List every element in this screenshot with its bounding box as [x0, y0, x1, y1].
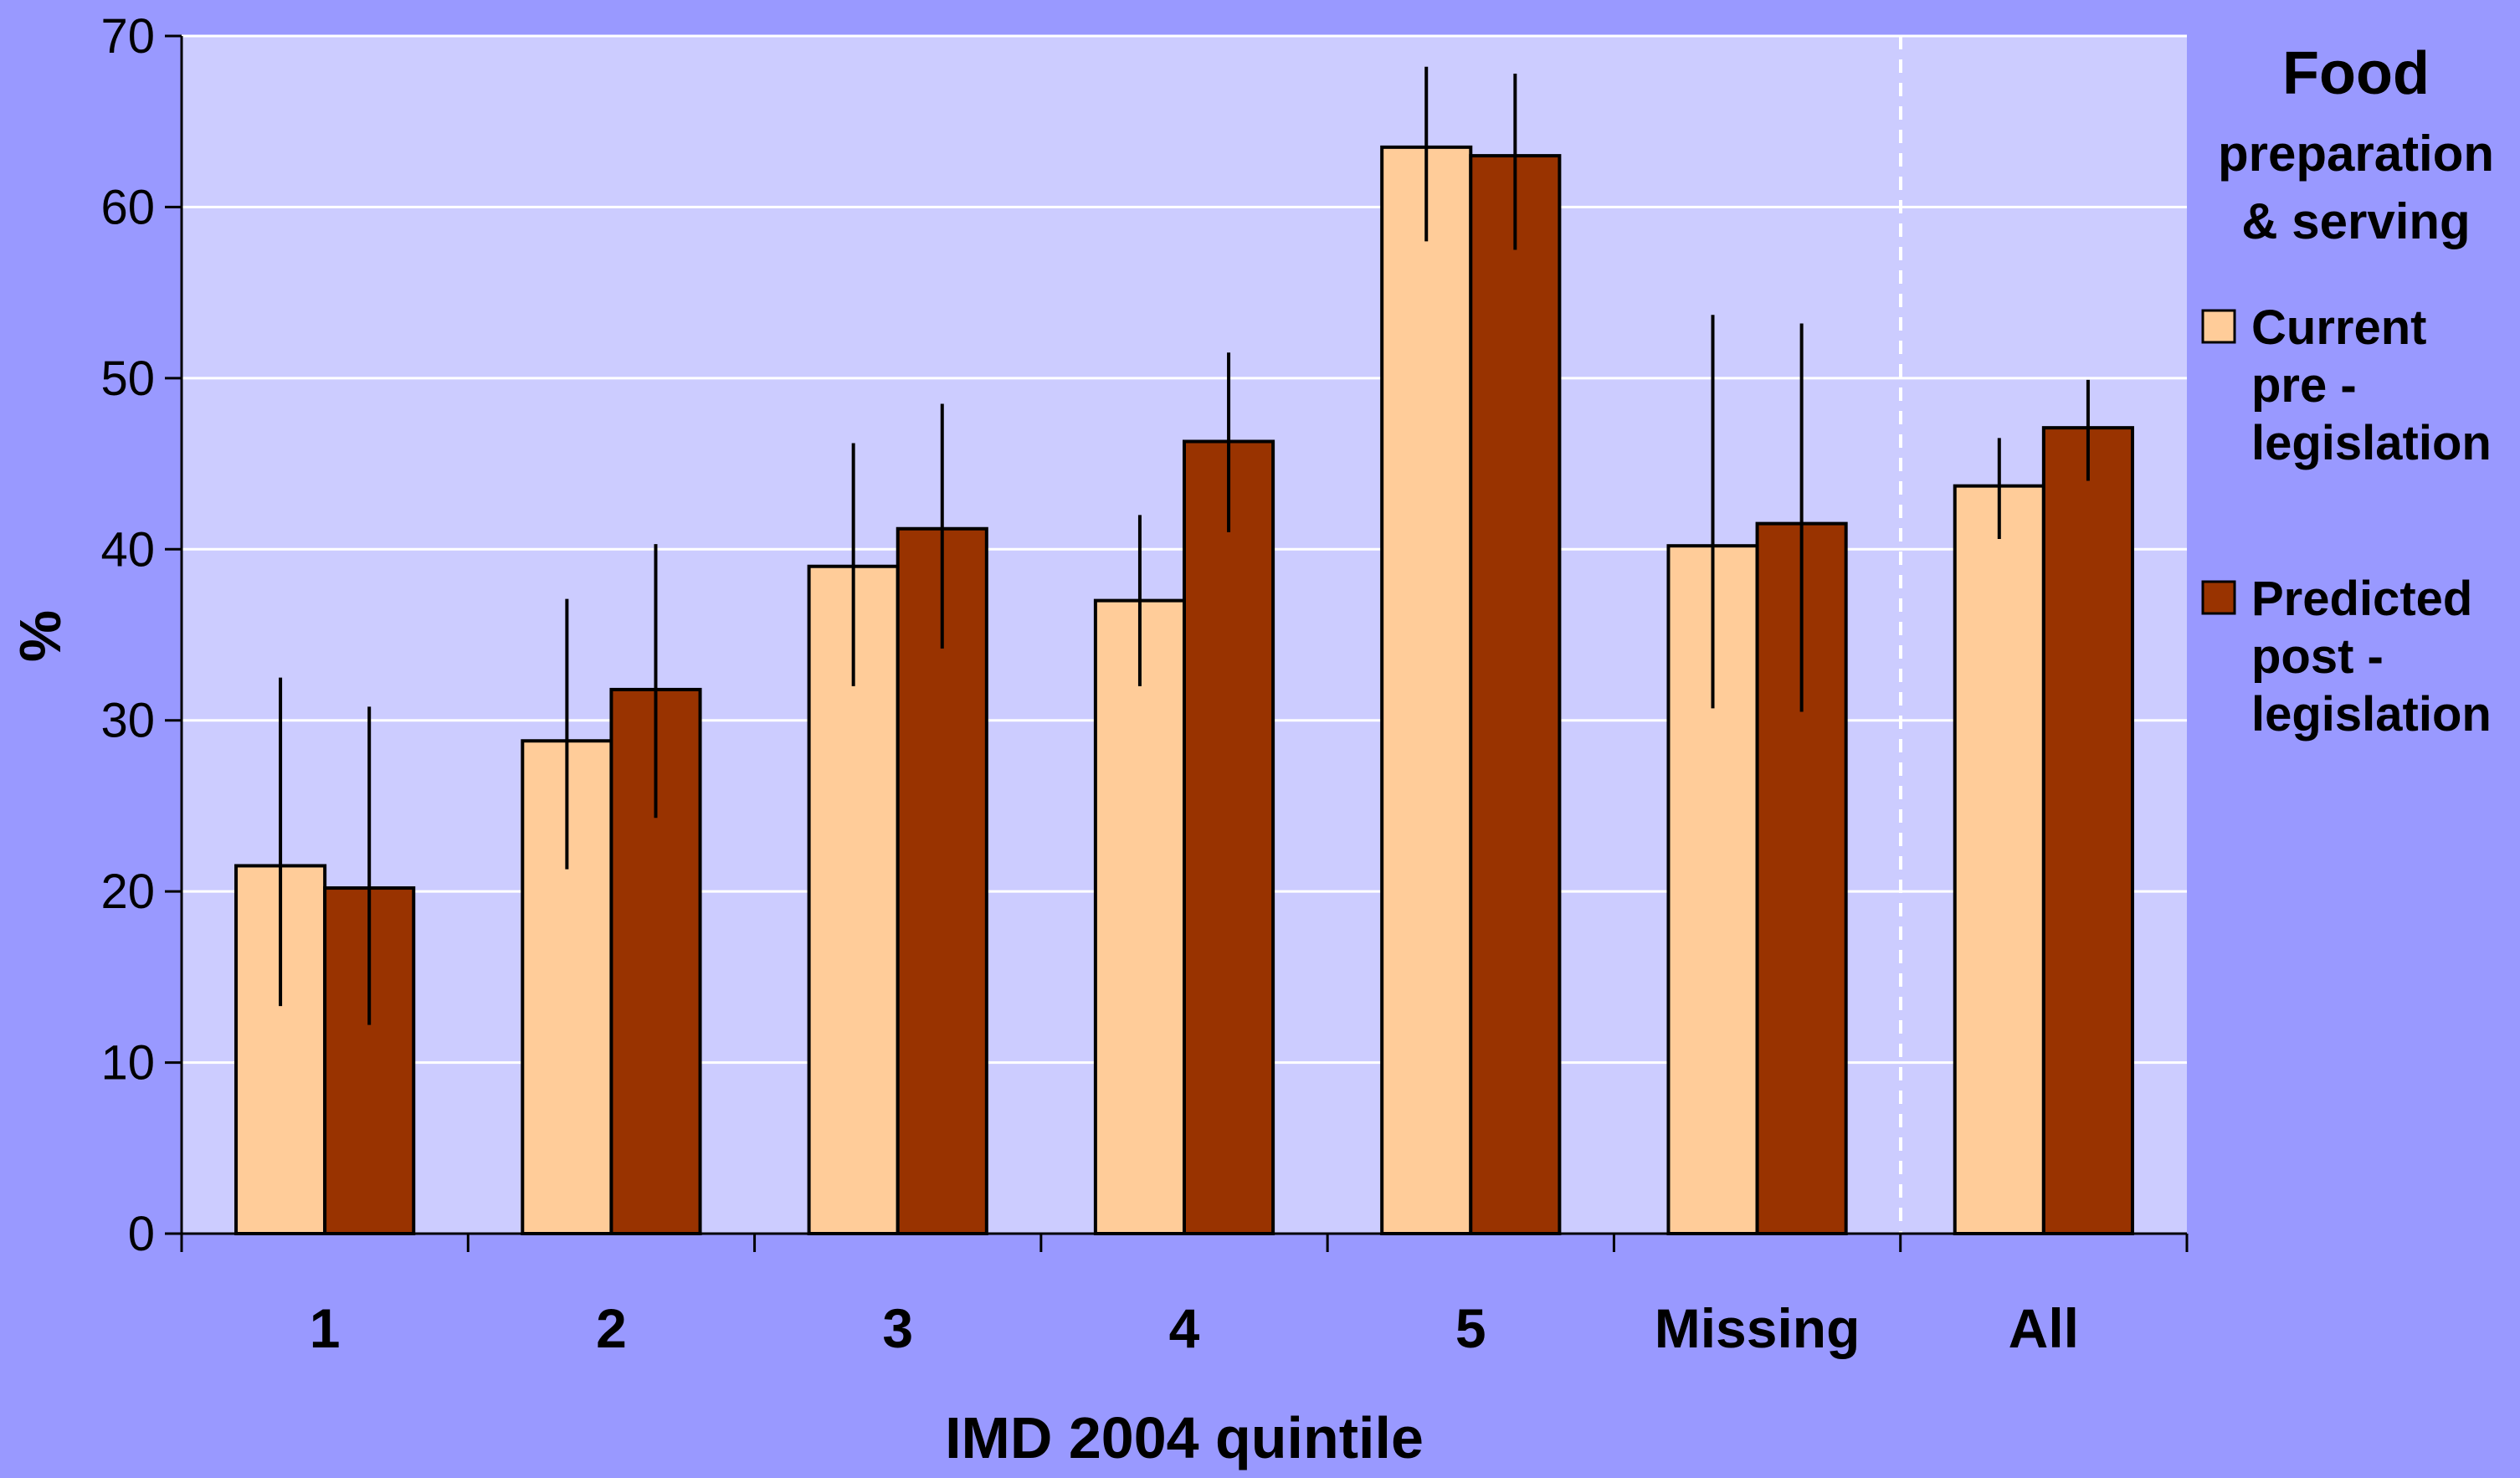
- legend-title-line-1: Food: [2282, 40, 2430, 107]
- y-tick-label: 70: [100, 9, 155, 64]
- legend-swatch-predicted: [2201, 580, 2236, 615]
- y-tick-label: 30: [100, 694, 155, 748]
- legend-title-line-3: & serving: [2241, 193, 2470, 249]
- bars: [234, 66, 2134, 1236]
- legend-label-predicted-2: post -: [2251, 629, 2384, 684]
- legend-label-predicted-3: legislation: [2251, 687, 2492, 742]
- bar: [1380, 145, 1473, 1236]
- y-tick-label: 40: [100, 522, 155, 577]
- y-tick-label: 20: [100, 865, 155, 919]
- y-tick-label: 0: [128, 1207, 155, 1261]
- legend-label-current-1: Current: [2251, 300, 2426, 355]
- legend-swatch-current: [2201, 309, 2236, 344]
- x-tick-label: 5: [1455, 1297, 1486, 1359]
- x-tick-label: Missing: [1655, 1297, 1860, 1359]
- y-tick-label: 50: [100, 352, 155, 406]
- legend: Food preparation & serving Current pre -…: [2201, 40, 2494, 742]
- y-tick-label: 10: [100, 1036, 155, 1091]
- y-axis-title: %: [8, 610, 73, 662]
- x-tick-label: All: [2009, 1297, 2079, 1359]
- x-axis-title: IMD 2004 quintile: [945, 1405, 1424, 1470]
- x-tick-label: 4: [1169, 1297, 1200, 1359]
- y-tick-label: 60: [100, 180, 155, 234]
- axes: [165, 34, 2189, 1252]
- legend-title-line-2: preparation: [2218, 126, 2494, 182]
- legend-label-current-3: legislation: [2251, 416, 2492, 470]
- x-tick-labels: 1 2 3 4 5 Missing All: [310, 1297, 2079, 1359]
- bar: [1953, 484, 2045, 1235]
- x-tick-label: 2: [596, 1297, 627, 1359]
- bar: [2041, 426, 2134, 1235]
- bar: [1469, 154, 1562, 1236]
- legend-label-current-2: pre -: [2251, 358, 2357, 413]
- x-tick-label: 3: [882, 1297, 913, 1359]
- x-tick-label: 1: [310, 1297, 341, 1359]
- bar: [1183, 439, 1275, 1235]
- legend-label-predicted-1: Predicted: [2251, 572, 2472, 626]
- y-tick-labels: 0 10 20 30 40 50 60 70: [100, 9, 155, 1261]
- bar: [1093, 598, 1187, 1235]
